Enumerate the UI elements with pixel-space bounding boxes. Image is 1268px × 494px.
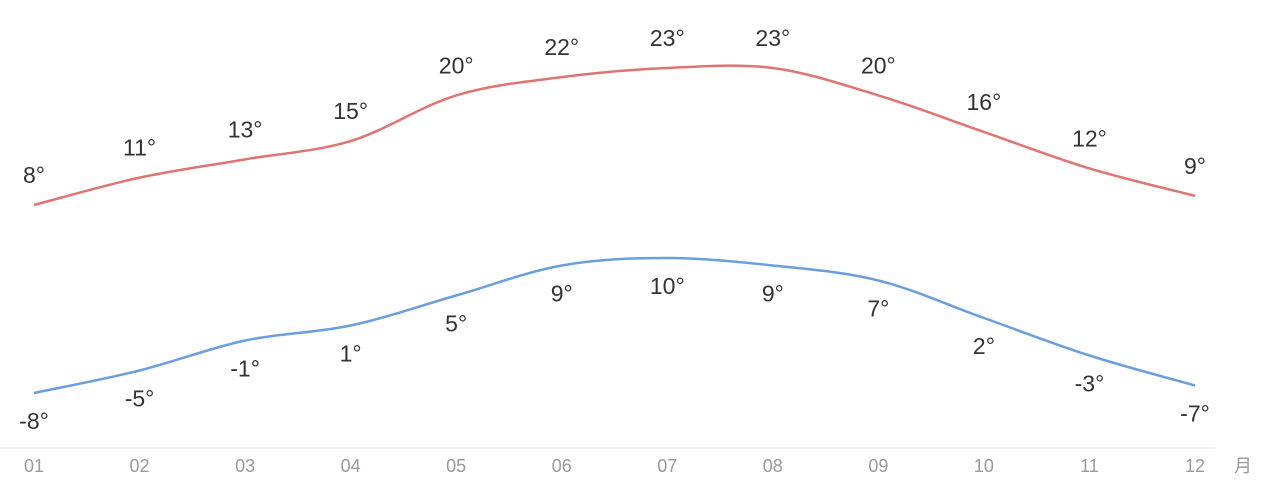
value-label: 13° — [228, 116, 263, 142]
value-label: 23° — [650, 25, 685, 51]
x-tick-label: 05 — [446, 456, 466, 476]
x-tick-label: 07 — [657, 456, 677, 476]
value-label: -8° — [19, 408, 49, 434]
value-label: -7° — [1180, 401, 1210, 427]
x-tick-label: 03 — [235, 456, 255, 476]
x-tick-label: 12 — [1185, 456, 1205, 476]
value-label: 11° — [123, 135, 156, 161]
x-unit: 月 — [1234, 456, 1252, 476]
value-label: -5° — [125, 386, 155, 412]
value-label: 20° — [861, 52, 896, 78]
value-label: 1° — [340, 341, 362, 367]
value-label: 22° — [544, 34, 579, 60]
value-label: -3° — [1075, 371, 1105, 397]
value-label: 5° — [445, 311, 467, 337]
x-tick-label: 10 — [974, 456, 994, 476]
value-label: -1° — [230, 356, 260, 382]
value-label: 16° — [967, 89, 1002, 115]
x-tick-label: 08 — [763, 456, 783, 476]
value-label: 9° — [762, 281, 784, 307]
x-tick-label: 01 — [24, 456, 44, 476]
x-tick-label: 09 — [868, 456, 888, 476]
value-label: 9° — [551, 281, 573, 307]
value-label: 20° — [439, 52, 474, 78]
value-label: 9° — [1184, 153, 1206, 179]
value-label: 2° — [973, 333, 995, 359]
value-label: 10° — [650, 273, 685, 299]
value-label: 7° — [867, 296, 889, 322]
x-tick-label: 11 — [1080, 456, 1099, 476]
x-tick-label: 02 — [130, 456, 150, 476]
value-label: 15° — [333, 98, 368, 124]
line — [33, 64, 1196, 207]
value-label: 23° — [755, 25, 790, 51]
value-label: 12° — [1072, 126, 1107, 152]
x-tick-label: 04 — [341, 456, 361, 476]
x-tick-label: 06 — [552, 456, 572, 476]
line — [33, 256, 1196, 395]
value-label: 8° — [23, 162, 45, 188]
